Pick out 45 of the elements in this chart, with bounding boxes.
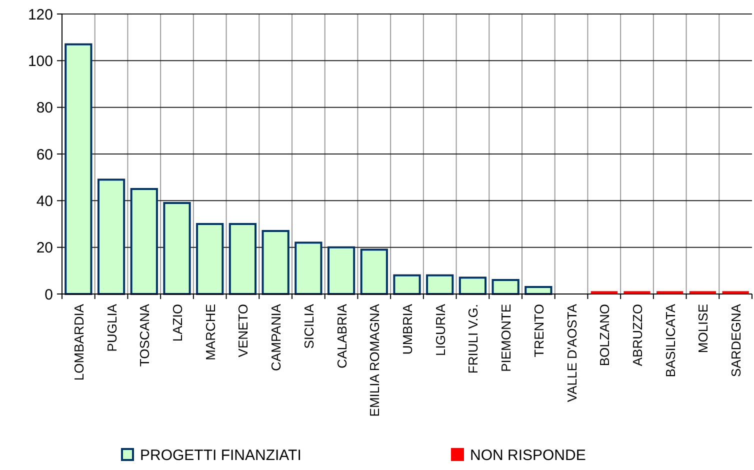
x-tick-label: PIEMONTE bbox=[498, 304, 514, 372]
x-tick-label: CAMPANIA bbox=[268, 304, 284, 371]
x-tick-label: SICILIA bbox=[301, 304, 316, 349]
bar bbox=[64, 43, 92, 295]
bar bbox=[393, 274, 421, 295]
bar bbox=[492, 279, 520, 295]
x-tick-label: LIGURIA bbox=[432, 304, 448, 356]
x-tick-label: VENETO bbox=[236, 304, 251, 358]
x-tick-label: MARCHE bbox=[202, 304, 218, 360]
y-tick-label: 120 bbox=[28, 6, 53, 24]
bar bbox=[360, 248, 388, 295]
bar bbox=[327, 246, 356, 295]
y-tick-label: 80 bbox=[36, 100, 53, 117]
x-tick-label: PUGLIA bbox=[104, 304, 120, 352]
x-tick-label: BOLZANO bbox=[597, 304, 612, 366]
bar bbox=[262, 230, 290, 295]
legend-label: PROGETTI FINANZIATI bbox=[140, 447, 302, 464]
y-tick-label: 0 bbox=[44, 286, 53, 304]
bar bbox=[196, 223, 224, 295]
x-tick-label: MOLISE bbox=[696, 304, 711, 354]
legend-label: NON RISPONDE bbox=[470, 447, 586, 464]
bar bbox=[426, 274, 454, 295]
bar bbox=[228, 223, 257, 295]
y-tick-label: 20 bbox=[36, 240, 53, 257]
x-tick-label: CALABRIA bbox=[334, 304, 350, 368]
x-tick-label: FRIULI V.G. bbox=[466, 304, 481, 374]
bar bbox=[130, 188, 158, 295]
bar bbox=[294, 242, 322, 295]
x-tick-label: SARDEGNA bbox=[728, 304, 744, 377]
bar bbox=[458, 276, 487, 295]
x-tick-label: UMBRIA bbox=[400, 304, 415, 355]
bar bbox=[163, 202, 191, 295]
x-tick-label: EMILIA ROMAGNA bbox=[367, 304, 382, 417]
y-tick-label: 100 bbox=[28, 52, 53, 70]
x-tick-label: TOSCANA bbox=[137, 304, 152, 367]
x-tick-label: LAZIO bbox=[170, 304, 185, 342]
y-tick-label: 40 bbox=[36, 192, 53, 210]
x-tick-label: LOMBARDIA bbox=[71, 304, 86, 381]
x-tick-label: TRENTO bbox=[531, 304, 546, 358]
x-tick-label: ABRUZZO bbox=[630, 304, 645, 366]
bar bbox=[524, 286, 552, 295]
y-tick-label: 60 bbox=[36, 146, 53, 164]
bar bbox=[97, 178, 126, 295]
x-tick-label: BASILICATA bbox=[662, 304, 678, 378]
x-tick-label: VALLE D'AOSTA bbox=[564, 304, 580, 402]
